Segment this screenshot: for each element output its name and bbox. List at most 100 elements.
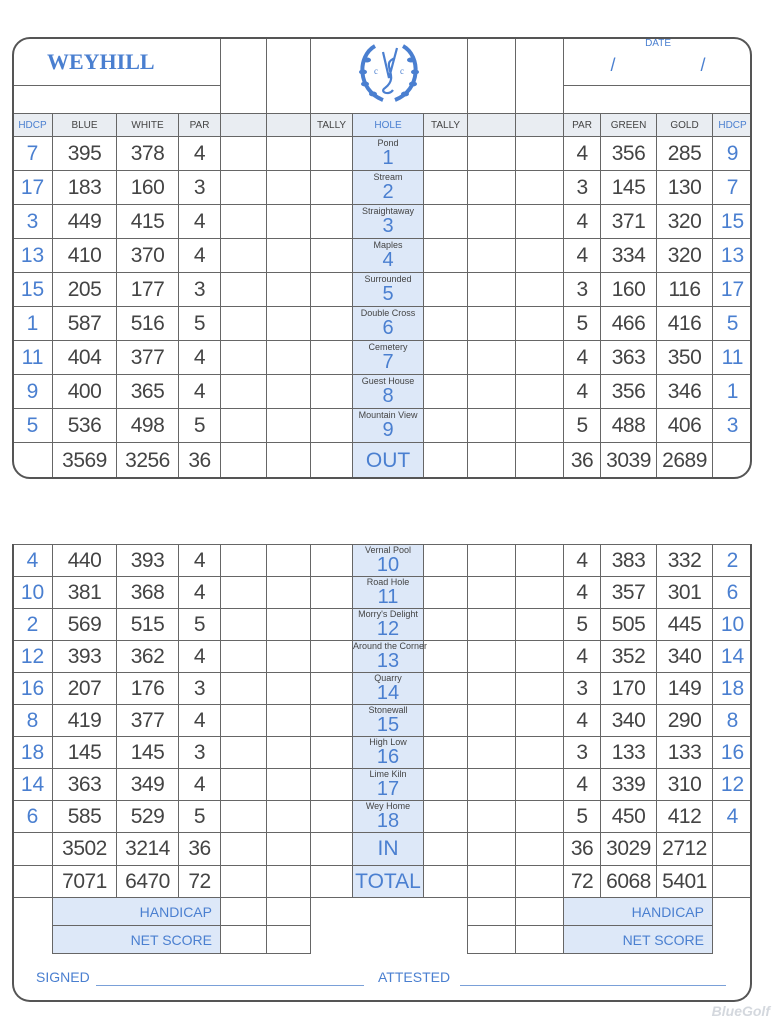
tally-cell[interactable] — [310, 608, 353, 641]
score-cell[interactable] — [467, 204, 517, 239]
tally-cell[interactable] — [310, 170, 354, 205]
score-cell[interactable] — [220, 306, 268, 341]
score-cell[interactable] — [266, 136, 312, 171]
tally-cell[interactable] — [310, 640, 353, 673]
net-score-cell[interactable] — [220, 925, 267, 954]
tally-cell[interactable] — [310, 832, 353, 866]
tally-cell[interactable] — [310, 272, 354, 307]
score-cell[interactable] — [220, 170, 268, 205]
score-cell[interactable] — [515, 442, 565, 477]
tally-cell[interactable] — [310, 768, 353, 801]
score-cell[interactable] — [266, 672, 311, 705]
tally-cell[interactable] — [423, 832, 468, 866]
player-name-field[interactable] — [14, 85, 222, 114]
score-cell[interactable] — [266, 340, 312, 375]
score-cell[interactable] — [515, 170, 565, 205]
net-score-cell[interactable] — [467, 925, 516, 954]
score-cell[interactable] — [515, 865, 564, 898]
score-cell[interactable] — [515, 608, 564, 641]
score-cell[interactable] — [266, 865, 311, 898]
handicap-cell[interactable] — [515, 897, 564, 926]
tally-cell[interactable] — [310, 704, 353, 737]
score-cell[interactable] — [515, 576, 564, 609]
date-sub-field[interactable] — [563, 85, 750, 114]
tally-cell[interactable] — [423, 238, 469, 273]
score-cell[interactable] — [266, 272, 312, 307]
score-cell[interactable] — [220, 238, 268, 273]
score-cell[interactable] — [266, 768, 311, 801]
score-cell[interactable] — [515, 800, 564, 833]
score-cell[interactable] — [467, 832, 516, 866]
tally-cell[interactable] — [310, 204, 354, 239]
score-cell[interactable] — [467, 800, 516, 833]
handicap-cell[interactable] — [467, 897, 516, 926]
tally-cell[interactable] — [423, 672, 468, 705]
tally-cell[interactable] — [310, 136, 354, 171]
score-cell[interactable] — [467, 768, 516, 801]
score-cell[interactable] — [220, 768, 267, 801]
score-cell[interactable] — [515, 306, 565, 341]
signed-line[interactable] — [96, 985, 364, 986]
score-cell[interactable] — [266, 736, 311, 769]
score-cell[interactable] — [220, 272, 268, 307]
score-cell[interactable] — [220, 704, 267, 737]
score-cell[interactable] — [220, 204, 268, 239]
net-score-cell[interactable] — [266, 925, 311, 954]
score-cell[interactable] — [266, 408, 312, 443]
score-cell[interactable] — [515, 272, 565, 307]
score-cell[interactable] — [220, 736, 267, 769]
score-cell[interactable] — [467, 736, 516, 769]
score-cell[interactable] — [515, 340, 565, 375]
score-cell[interactable] — [220, 640, 267, 673]
score-cell[interactable] — [266, 238, 312, 273]
score-cell[interactable] — [266, 204, 312, 239]
score-cell[interactable] — [467, 672, 516, 705]
score-cell[interactable] — [515, 768, 564, 801]
tally-cell[interactable] — [423, 340, 469, 375]
score-cell[interactable] — [467, 576, 516, 609]
score-cell[interactable] — [220, 800, 267, 833]
tally-cell[interactable] — [423, 608, 468, 641]
score-cell[interactable] — [220, 374, 268, 409]
score-cell[interactable] — [266, 544, 311, 577]
score-cell[interactable] — [266, 442, 312, 477]
score-cell[interactable] — [515, 672, 564, 705]
score-cell[interactable] — [467, 408, 517, 443]
handicap-cell[interactable] — [266, 897, 311, 926]
tally-cell[interactable] — [423, 736, 468, 769]
tally-cell[interactable] — [310, 238, 354, 273]
score-cell[interactable] — [266, 576, 311, 609]
score-cell[interactable] — [467, 340, 517, 375]
tally-cell[interactable] — [310, 544, 353, 577]
score-cell[interactable] — [515, 204, 565, 239]
score-cell[interactable] — [220, 136, 268, 171]
score-cell[interactable] — [515, 736, 564, 769]
tally-cell[interactable] — [423, 800, 468, 833]
tally-cell[interactable] — [310, 374, 354, 409]
score-cell[interactable] — [220, 672, 267, 705]
score-cell[interactable] — [515, 832, 564, 866]
tally-cell[interactable] — [423, 170, 469, 205]
tally-cell[interactable] — [423, 576, 468, 609]
tally-cell[interactable] — [310, 736, 353, 769]
tally-cell[interactable] — [423, 865, 468, 898]
tally-cell[interactable] — [423, 272, 469, 307]
score-cell[interactable] — [515, 640, 564, 673]
score-cell[interactable] — [266, 640, 311, 673]
tally-cell[interactable] — [310, 672, 353, 705]
score-cell[interactable] — [467, 136, 517, 171]
tally-cell[interactable] — [423, 374, 469, 409]
tally-cell[interactable] — [310, 408, 354, 443]
score-cell[interactable] — [515, 544, 564, 577]
score-cell[interactable] — [467, 374, 517, 409]
tally-cell[interactable] — [423, 408, 469, 443]
score-cell[interactable] — [467, 442, 517, 477]
score-cell[interactable] — [220, 442, 268, 477]
score-cell[interactable] — [467, 704, 516, 737]
tally-cell[interactable] — [423, 704, 468, 737]
tally-cell[interactable] — [310, 800, 353, 833]
date-field[interactable]: DATE / / — [563, 39, 750, 87]
score-cell[interactable] — [266, 832, 311, 866]
score-cell[interactable] — [220, 865, 267, 898]
score-cell[interactable] — [266, 704, 311, 737]
